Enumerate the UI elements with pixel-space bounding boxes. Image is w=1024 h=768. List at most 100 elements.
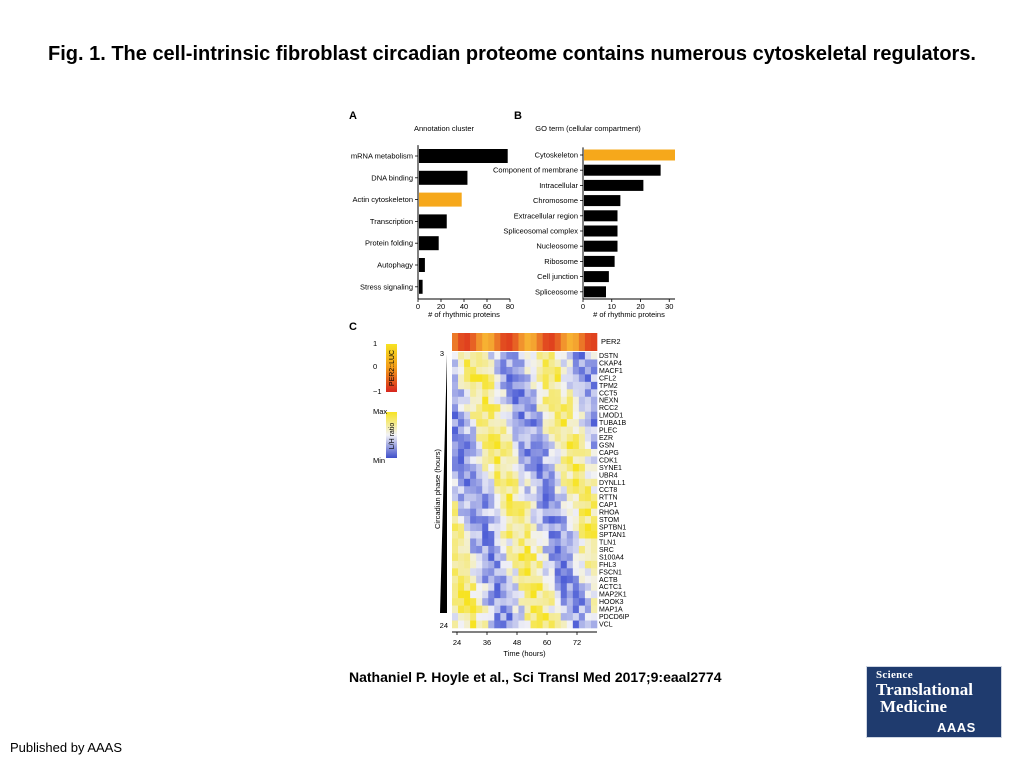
heatmap-cell: [524, 486, 531, 495]
heatmap-cell: [518, 531, 525, 539]
heatmap-cell: [536, 613, 543, 621]
heatmap-cell: [464, 404, 471, 412]
row-label-src: SRC: [599, 547, 614, 554]
heatmap-cell: [512, 448, 519, 457]
heatmap-cell: [536, 381, 543, 390]
heatmap-cell: [470, 478, 477, 487]
heatmap-cell: [590, 441, 598, 450]
heatmap-cell: [542, 366, 549, 375]
heatmap-cell: [554, 501, 562, 509]
heatmap-cell: [536, 419, 543, 427]
heatmap-cell: [470, 523, 477, 532]
heatmap-cell: [578, 448, 586, 457]
heatmap-cell: [476, 352, 483, 360]
heatmap-cell: [506, 396, 513, 405]
heatmap-cell: [476, 568, 483, 577]
per2-cell: [482, 333, 489, 351]
row-label-vcl: VCL: [599, 622, 613, 629]
heatmap-cell: [584, 501, 592, 509]
heatmap-cell: [470, 426, 477, 435]
heatmap-cell: [470, 359, 477, 368]
category-label: DNA binding: [371, 173, 413, 182]
heatmap-cell: [512, 575, 519, 584]
heatmap-cell: [494, 560, 501, 569]
heatmap-cell: [590, 434, 598, 442]
heatmap-cell: [560, 605, 568, 614]
heatmap-cell: [506, 560, 513, 569]
heatmap-cell: [482, 478, 489, 487]
heatmap-cell: [470, 456, 477, 465]
heatmap-cell: [524, 448, 531, 457]
heatmap-cell: [554, 396, 562, 405]
heatmap-cell: [590, 493, 598, 502]
heatmap-cell: [572, 389, 580, 398]
heatmap-cell: [590, 366, 598, 375]
heatmap-cell: [530, 620, 537, 629]
publisher-credit: Published by AAAS: [10, 740, 123, 755]
heatmap-cell: [584, 553, 592, 562]
heatmap-cell: [488, 553, 495, 562]
heatmap-cell: [500, 486, 507, 495]
heatmap-cell: [542, 560, 549, 569]
heatmap-cell: [554, 531, 562, 539]
heatmap-cell: [548, 575, 556, 584]
heatmap-cell: [584, 448, 592, 457]
heatmap-x-tick-label: 72: [573, 638, 581, 647]
heatmap-cell: [560, 560, 568, 569]
heatmap-cell: [578, 359, 586, 368]
heatmap-cell: [452, 456, 459, 465]
heatmap-cell: [536, 598, 543, 606]
category-label: Spliceosome: [535, 287, 578, 296]
heatmap-cell: [548, 508, 556, 517]
heatmap-cell: [554, 471, 562, 480]
heatmap-cell: [536, 620, 543, 629]
heatmap-cell: [590, 471, 598, 480]
heatmap-cell: [536, 590, 543, 599]
heatmap-cell: [536, 411, 543, 420]
heatmap-cell: [560, 404, 568, 412]
heatmap-cell: [506, 545, 513, 554]
per2-cell: [470, 333, 477, 351]
heatmap-cell: [506, 508, 513, 517]
heatmap-cell: [560, 411, 568, 420]
heatmap-cell: [578, 352, 586, 360]
heatmap-cell: [470, 404, 477, 412]
heatmap-cell: [452, 478, 459, 487]
heatmap-cell: [464, 434, 471, 442]
bar-actin-cytoskeleton: [419, 192, 462, 207]
heatmap-cell: [470, 374, 477, 383]
heatmap-cell: [524, 411, 531, 420]
heatmap-cell: [464, 426, 471, 435]
x-tick-label: 60: [483, 302, 491, 311]
heatmap-cell: [476, 538, 483, 547]
heatmap-cell: [494, 531, 501, 539]
heatmap-cell: [530, 598, 537, 606]
heatmap-cell: [488, 374, 495, 383]
heatmap-cell: [452, 605, 459, 614]
heatmap-cell: [524, 583, 531, 592]
heatmap-cell: [452, 553, 459, 562]
heatmap-cell: [476, 598, 483, 606]
x-tick-label: 20: [437, 302, 445, 311]
heatmap-cell: [488, 575, 495, 584]
row-label-gsn: GSN: [599, 442, 614, 449]
heatmap-cell: [464, 583, 471, 592]
heatmap-cell: [500, 613, 507, 621]
heatmap-cell: [572, 471, 580, 480]
row-label-s100a4: S100A4: [599, 554, 624, 561]
per2-cell: [584, 333, 592, 351]
heatmap-cell: [548, 516, 556, 524]
heatmap-cell: [530, 560, 537, 569]
heatmap-cell: [482, 598, 489, 606]
heatmap-cell: [572, 448, 580, 457]
heatmap-cell: [476, 434, 483, 442]
heatmap-cell: [542, 471, 549, 480]
heatmap-cell: [560, 426, 568, 435]
heatmap-cell: [590, 419, 598, 427]
heatmap-cell: [584, 478, 592, 487]
heatmap-cell: [584, 523, 592, 532]
heatmap-cell: [494, 538, 501, 547]
per2-legend-tick: 0: [373, 362, 377, 371]
heatmap-cell: [548, 456, 556, 465]
heatmap-cell: [518, 396, 525, 405]
